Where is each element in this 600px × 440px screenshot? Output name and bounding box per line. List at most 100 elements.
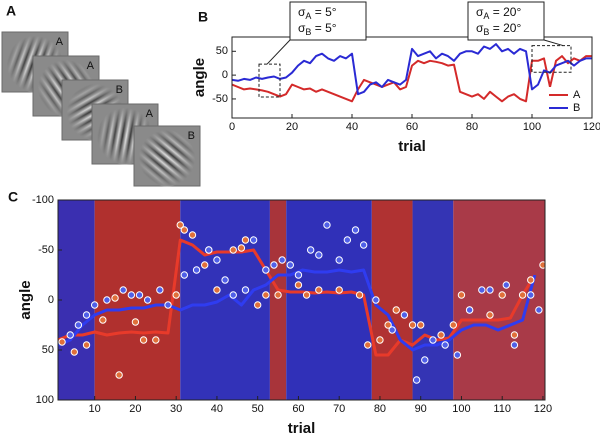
x-tick-label: 90 xyxy=(415,403,427,415)
observation xyxy=(278,256,286,264)
x-tick-label: 120 xyxy=(534,403,552,415)
observation xyxy=(364,341,372,349)
observation xyxy=(359,241,368,249)
observation xyxy=(74,321,83,329)
observation xyxy=(315,286,323,294)
x-tick-label: 0 xyxy=(229,121,235,133)
y-tick-label: -50 xyxy=(38,244,54,256)
observation xyxy=(180,271,189,279)
observation xyxy=(412,376,421,384)
background-band xyxy=(58,200,95,400)
observation xyxy=(408,321,417,329)
annotation-value: = 5° xyxy=(311,5,336,19)
observation xyxy=(449,321,458,329)
stimulus-label: B xyxy=(116,84,123,96)
background-band xyxy=(453,200,545,400)
observation xyxy=(465,306,474,314)
background-band xyxy=(269,200,287,400)
observation xyxy=(192,266,201,274)
observation xyxy=(527,276,535,284)
observation xyxy=(156,286,164,294)
observation xyxy=(172,291,180,299)
stimulus-label: A xyxy=(56,36,64,48)
annotation-value: = 20° xyxy=(489,5,521,19)
x-tick-label: 110 xyxy=(493,403,511,415)
observation xyxy=(82,311,91,319)
observation xyxy=(441,341,449,349)
observation xyxy=(115,371,123,379)
series-line xyxy=(58,238,537,357)
observation xyxy=(82,341,91,349)
observation xyxy=(478,286,486,294)
x-tick-label: 80 xyxy=(466,121,478,133)
observation xyxy=(510,341,519,349)
y-tick-label: 0 xyxy=(48,294,54,306)
observation xyxy=(70,348,79,356)
observation xyxy=(315,251,323,259)
observation xyxy=(335,286,343,294)
observation xyxy=(262,266,270,274)
annotation-symbol: σ xyxy=(298,21,306,35)
observation xyxy=(164,301,172,309)
observation xyxy=(498,291,506,299)
observation xyxy=(343,236,352,244)
observation xyxy=(270,261,278,269)
annotation-value: = 20° xyxy=(489,21,521,35)
observation xyxy=(135,291,144,299)
annotation-text: σB = 5° xyxy=(298,21,337,37)
x-tick-label: 80 xyxy=(374,403,386,415)
annotation-subscript: A xyxy=(483,11,489,21)
y-axis-title: angle xyxy=(191,58,208,97)
observation xyxy=(103,296,111,304)
background-band xyxy=(412,200,454,400)
observation xyxy=(201,261,209,269)
observation xyxy=(253,301,262,309)
x-tick-label: 20 xyxy=(286,121,298,133)
x-tick-label: 60 xyxy=(406,121,418,133)
x-tick-label: 60 xyxy=(292,403,304,415)
annotation-text: σB = 20° xyxy=(476,21,521,37)
x-tick-label: 20 xyxy=(129,403,141,415)
stimulus-label: B xyxy=(188,130,195,142)
annotation-symbol: σ xyxy=(476,21,484,35)
observation xyxy=(335,256,343,264)
background-band xyxy=(286,200,372,400)
annotation-symbol: σ xyxy=(298,5,306,19)
annotation-subscript: B xyxy=(305,27,311,37)
observation xyxy=(66,331,74,339)
annotation-subscript: B xyxy=(483,27,489,37)
observation xyxy=(99,316,107,324)
observation xyxy=(249,236,258,244)
observation xyxy=(143,296,152,304)
observation xyxy=(152,336,160,344)
x-tick-label: 40 xyxy=(346,121,358,133)
observation xyxy=(429,336,437,344)
observation xyxy=(388,326,396,334)
observation xyxy=(355,291,364,299)
observation xyxy=(392,306,400,314)
x-tick-label: 100 xyxy=(452,403,470,415)
x-tick-label: 10 xyxy=(89,403,101,415)
annotation-subscript: A xyxy=(305,11,311,21)
annotation-text: σA = 5° xyxy=(298,5,337,21)
gabor-fade xyxy=(138,129,196,187)
observation xyxy=(286,261,294,269)
x-tick-label: 70 xyxy=(333,403,345,415)
observation xyxy=(229,291,237,299)
observation xyxy=(205,246,213,254)
observation xyxy=(241,286,250,294)
observation xyxy=(351,226,360,234)
observation xyxy=(180,226,189,234)
panel-c: 10 20 30 40 50 60 70 80 90 100 110 120 -100 -50 0 50 100… xyxy=(17,194,552,437)
annotation-value: = 5° xyxy=(311,21,336,35)
observation xyxy=(127,291,136,299)
observation xyxy=(510,331,519,339)
observation xyxy=(437,331,445,339)
observation xyxy=(176,221,184,229)
observation xyxy=(213,256,221,264)
y-tick-label: -50 xyxy=(212,93,228,105)
observation xyxy=(486,311,494,319)
observation xyxy=(188,231,197,239)
observation xyxy=(486,286,494,294)
